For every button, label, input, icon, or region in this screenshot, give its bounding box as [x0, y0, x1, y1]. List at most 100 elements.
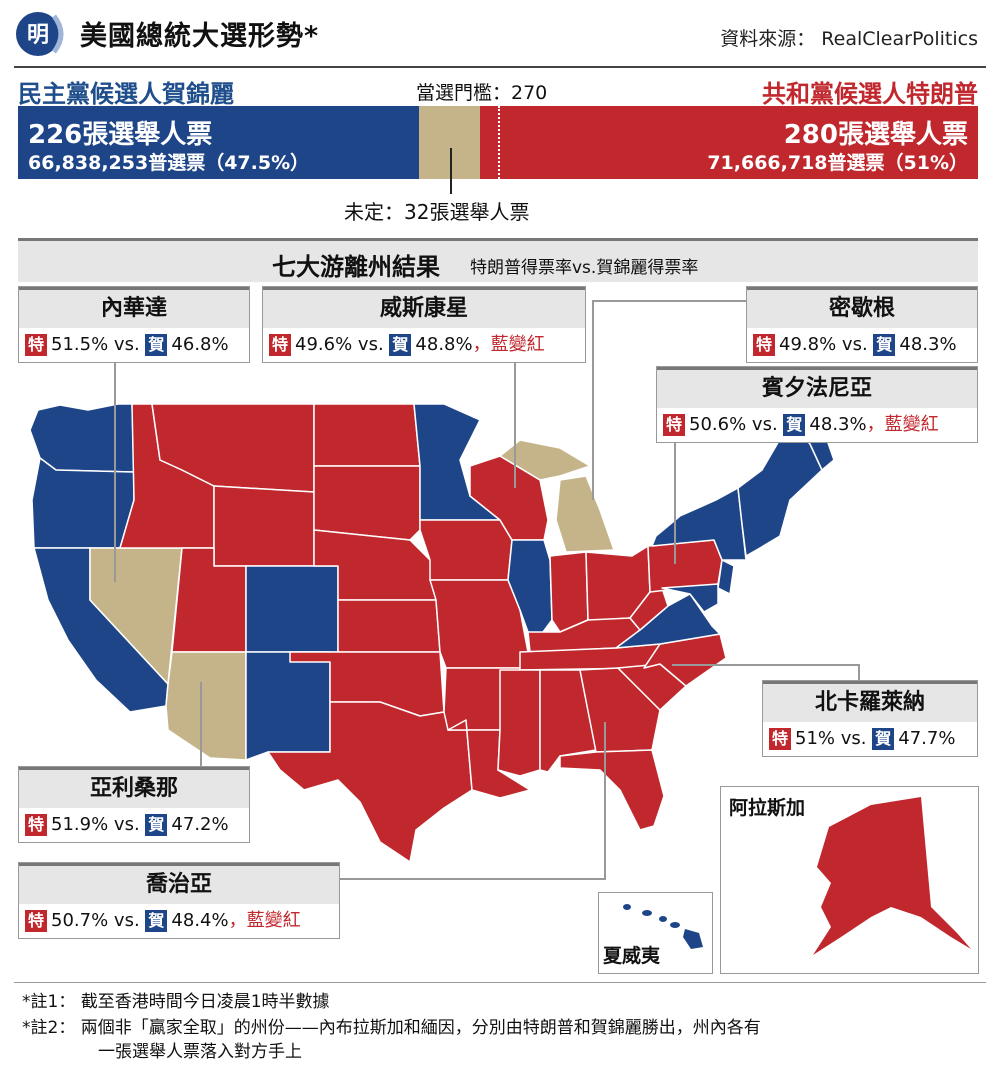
- vs-text: vs.: [841, 334, 868, 355]
- democrat-title: 民主黨候選人賀錦麗: [18, 80, 234, 108]
- trump-tag: 特: [753, 334, 775, 356]
- vs-text: vs.: [113, 334, 140, 355]
- trump-pct: 49.6%: [295, 334, 353, 355]
- trump-pct: 50.7%: [51, 910, 109, 931]
- trump-tag: 特: [25, 334, 47, 356]
- state-box-wisconsin: 威斯康星 特 49.6% vs. 賀 48.8%，藍變紅: [262, 286, 586, 363]
- state-result: 特 50.7% vs. 賀 48.4%，藍變紅: [19, 904, 339, 938]
- state-result: 特 51.5% vs. 賀 46.8%: [19, 328, 249, 362]
- state-south-dakota: [313, 465, 421, 541]
- swing-title: 七大游離州結果: [272, 253, 440, 281]
- state-box-michigan: 密歇根 特 49.8% vs. 賀 48.3%: [746, 286, 978, 363]
- harris-pct: 48.3%: [809, 414, 867, 435]
- undecided-segment: [419, 106, 480, 179]
- state-indiana: [549, 551, 589, 633]
- leader-nc-h: [672, 664, 860, 666]
- swing-subtitle: 特朗普得票率vs.賀錦麗得票率: [470, 258, 699, 278]
- state-oregon: [31, 457, 135, 549]
- harris-pct: 46.8%: [171, 334, 229, 355]
- harris-pct: 48.4%: [171, 910, 229, 931]
- leader-michigan-v: [592, 300, 594, 500]
- trump-pct: 51%: [795, 728, 836, 749]
- trump-pct: 50.6%: [689, 414, 747, 435]
- democrat-popular: 66,838,253普選票（47.5%）: [28, 152, 310, 174]
- trump-tag: 特: [25, 814, 47, 836]
- leader-wisconsin: [514, 356, 516, 488]
- state-name: 賓夕法尼亞: [657, 367, 977, 408]
- note-mark: *註2：: [22, 1018, 76, 1038]
- alaska-label: 阿拉斯加: [729, 797, 806, 819]
- harris-tag: 賀: [872, 728, 895, 750]
- state-name: 亞利桑那: [19, 767, 249, 808]
- page-title: 美國總統大選形勢*: [80, 21, 320, 52]
- harris-pct: 47.7%: [898, 728, 956, 749]
- harris-tag: 賀: [145, 910, 168, 932]
- state-colorado: [245, 565, 339, 653]
- state-michigan: [555, 475, 615, 553]
- threshold-line: [498, 106, 500, 179]
- trump-pct: 49.8%: [779, 334, 837, 355]
- leader-pennsylvania: [674, 434, 676, 564]
- header-divider: [14, 66, 986, 68]
- vs-text: vs.: [840, 728, 867, 749]
- state-name: 內華達: [19, 287, 249, 328]
- state-result: 特 51.9% vs. 賀 47.2%: [19, 808, 249, 842]
- harris-pct: 47.2%: [171, 814, 229, 835]
- state-west-virginia: [629, 587, 669, 631]
- republican-popular: 71,666,718普選票（51%）: [707, 152, 968, 174]
- source-text: 資料來源： RealClearPolitics: [720, 28, 978, 50]
- state-north-dakota: [313, 403, 421, 467]
- vs-text: vs.: [113, 814, 140, 835]
- flip-note: ，藍變紅: [866, 414, 939, 435]
- state-box-north-carolina: 北卡羅萊納 特 51% vs. 賀 47.7%: [762, 680, 978, 757]
- state-wyoming: [213, 485, 315, 567]
- state-georgia: [579, 667, 661, 753]
- republican-title: 共和黨候選人特朗普: [762, 80, 978, 108]
- notes-divider: [14, 982, 986, 983]
- mingpao-logo: 明: [16, 12, 64, 56]
- vs-text: vs.: [751, 414, 778, 435]
- hawaii-inset: 夏威夷: [598, 892, 713, 974]
- harris-tag: 賀: [783, 414, 806, 436]
- hawaii-shape: [623, 904, 703, 949]
- electoral-bar: 226張選舉人票 66,838,253普選票（47.5%） 280張選舉人票 7…: [18, 106, 978, 179]
- state-mississippi: [497, 669, 541, 777]
- trump-pct: 51.9%: [51, 814, 109, 835]
- state-result: 特 50.6% vs. 賀 48.3%，藍變紅: [657, 408, 977, 442]
- democrat-electoral: 226張選舉人票: [28, 120, 213, 150]
- vs-text: vs.: [113, 910, 140, 931]
- harris-tag: 賀: [873, 334, 896, 356]
- note-1: *註1： 截至香港時間今日凌晨1時半數據: [22, 990, 330, 1014]
- note-2-cont: 一張選舉人票落入對方手上: [98, 1042, 302, 1062]
- leader-nevada: [114, 356, 116, 582]
- state-box-georgia: 喬治亞 特 50.7% vs. 賀 48.4%，藍變紅: [18, 862, 340, 939]
- note-text: 截至香港時間今日凌晨1時半數據: [80, 992, 330, 1012]
- state-new-mexico: [245, 651, 331, 761]
- democrat-segment: [18, 106, 419, 179]
- leader-nc-v: [858, 664, 860, 684]
- flip-note: ，藍變紅: [472, 334, 545, 355]
- state-result: 特 49.6% vs. 賀 48.8%，藍變紅: [263, 328, 585, 362]
- state-name: 北卡羅萊納: [763, 681, 977, 722]
- state-name: 威斯康星: [263, 287, 585, 328]
- undecided-leader-line: [450, 148, 452, 194]
- leader-arizona: [200, 682, 202, 770]
- state-result: 特 51% vs. 賀 47.7%: [763, 722, 977, 756]
- trump-pct: 51.5%: [51, 334, 109, 355]
- state-box-nevada: 內華達 特 51.5% vs. 賀 46.8%: [18, 286, 250, 363]
- harris-tag: 賀: [145, 334, 168, 356]
- leader-georgia-v: [604, 722, 606, 878]
- state-result: 特 49.8% vs. 賀 48.3%: [747, 328, 977, 362]
- state-texas: [267, 701, 473, 863]
- note-2: *註2： 兩個非「贏家全取」的州份——內布拉斯加和緬因，分別由特朗普和賀錦麗勝出…: [22, 1016, 982, 1040]
- vs-text: vs.: [357, 334, 384, 355]
- republican-electoral: 280張選舉人票: [783, 120, 968, 150]
- swing-states-header: 七大游離州結果 特朗普得票率vs.賀錦麗得票率: [18, 238, 978, 282]
- flip-note: ，藍變紅: [228, 910, 301, 931]
- harris-pct: 48.3%: [899, 334, 957, 355]
- leader-michigan-h: [592, 300, 748, 302]
- state-new-jersey: [717, 559, 735, 595]
- note-text: 兩個非「贏家全取」的州份——內布拉斯加和緬因，分別由特朗普和賀錦麗勝出，州內各有: [80, 1018, 761, 1038]
- trump-tag: 特: [769, 728, 791, 750]
- trump-tag: 特: [269, 334, 291, 356]
